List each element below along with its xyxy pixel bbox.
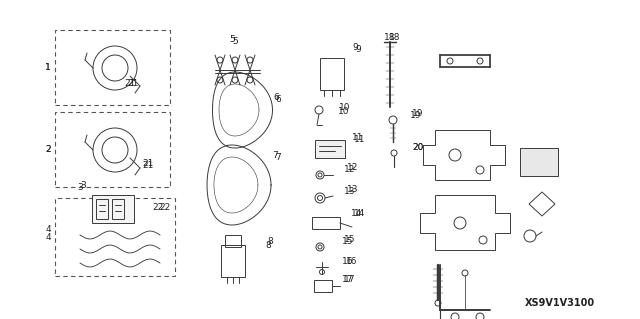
Text: 3: 3 xyxy=(80,181,86,189)
Text: 22: 22 xyxy=(152,204,164,212)
Text: 9: 9 xyxy=(352,42,358,51)
Text: 17: 17 xyxy=(344,276,356,285)
Text: 2: 2 xyxy=(45,145,51,154)
Bar xyxy=(225,235,241,247)
Text: 11: 11 xyxy=(352,132,364,142)
Text: 21: 21 xyxy=(142,160,154,169)
Text: 17: 17 xyxy=(342,275,354,284)
Text: 13: 13 xyxy=(348,186,359,195)
Text: 12: 12 xyxy=(348,164,358,173)
Text: 14: 14 xyxy=(351,209,363,218)
Text: 15: 15 xyxy=(342,238,354,247)
Text: 21: 21 xyxy=(127,78,139,87)
Bar xyxy=(55,198,175,276)
Text: 8: 8 xyxy=(265,241,271,249)
Bar xyxy=(520,148,558,176)
Bar xyxy=(221,245,245,277)
Bar xyxy=(55,112,170,187)
Text: 5: 5 xyxy=(232,38,238,47)
Text: 22: 22 xyxy=(159,204,171,212)
Text: 12: 12 xyxy=(344,166,356,174)
Bar xyxy=(314,280,332,292)
Text: 20: 20 xyxy=(412,144,424,152)
Text: 16: 16 xyxy=(346,257,358,266)
Bar xyxy=(312,217,340,229)
Bar xyxy=(315,140,345,158)
Bar xyxy=(112,199,124,219)
Text: 19: 19 xyxy=(412,108,424,117)
Text: 15: 15 xyxy=(344,235,356,244)
Text: 1: 1 xyxy=(45,63,51,72)
Text: 3: 3 xyxy=(77,183,83,192)
Text: 5: 5 xyxy=(229,35,235,44)
Text: 9: 9 xyxy=(355,46,361,55)
Text: 13: 13 xyxy=(344,188,356,197)
Text: 7: 7 xyxy=(275,152,281,161)
Text: 7: 7 xyxy=(272,151,278,160)
Text: 8: 8 xyxy=(267,238,273,247)
Text: 10: 10 xyxy=(339,108,349,116)
Text: 16: 16 xyxy=(342,256,354,265)
Bar xyxy=(96,199,108,219)
Text: 6: 6 xyxy=(275,95,281,105)
Text: 18: 18 xyxy=(389,33,401,42)
Text: 1: 1 xyxy=(45,63,51,72)
Text: 14: 14 xyxy=(355,210,365,219)
Text: 19: 19 xyxy=(410,110,422,120)
Text: 4: 4 xyxy=(45,226,51,234)
Text: 21: 21 xyxy=(124,78,136,87)
Bar xyxy=(55,30,170,105)
Text: 18: 18 xyxy=(384,33,396,42)
Text: 11: 11 xyxy=(355,136,365,145)
Text: 10: 10 xyxy=(339,103,351,113)
Text: 20: 20 xyxy=(412,144,424,152)
Text: XS9V1V3100: XS9V1V3100 xyxy=(525,298,595,308)
Text: 6: 6 xyxy=(273,93,279,102)
Text: 4: 4 xyxy=(45,233,51,241)
Bar xyxy=(320,58,344,90)
Text: 21: 21 xyxy=(142,159,154,167)
Text: 2: 2 xyxy=(45,145,51,154)
Bar xyxy=(92,195,134,223)
